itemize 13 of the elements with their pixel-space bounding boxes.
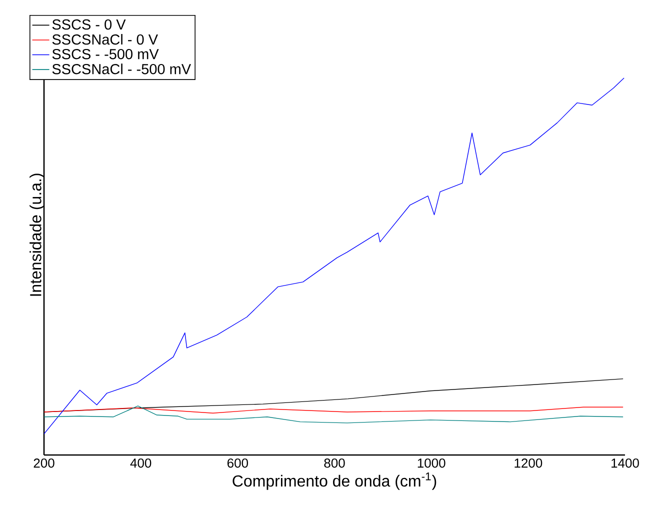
x-tick-label: 400 (130, 458, 152, 468)
x-tick-label: 600 (227, 458, 248, 468)
x-tick-label: 1200 (514, 458, 542, 468)
y-axis-title: Intensidade (u.a.) (30, 174, 44, 296)
legend-label: SSCS - -500 mV (52, 48, 159, 60)
x-tick-label: 1400 (612, 458, 639, 468)
x-tick-label: 800 (324, 458, 345, 468)
legend-label: SSCS - 0 V (52, 19, 126, 30)
legend-label: SSCSNaCl - -500 mV (52, 64, 191, 74)
x-tick-label: 1000 (418, 458, 446, 468)
x-tick-label: 200 (34, 458, 54, 468)
legend-label: SSCSNaCl - 0 V (52, 34, 158, 45)
x-axis-title: Comprimento de onda (cm$^{-1}$) (232, 472, 436, 490)
